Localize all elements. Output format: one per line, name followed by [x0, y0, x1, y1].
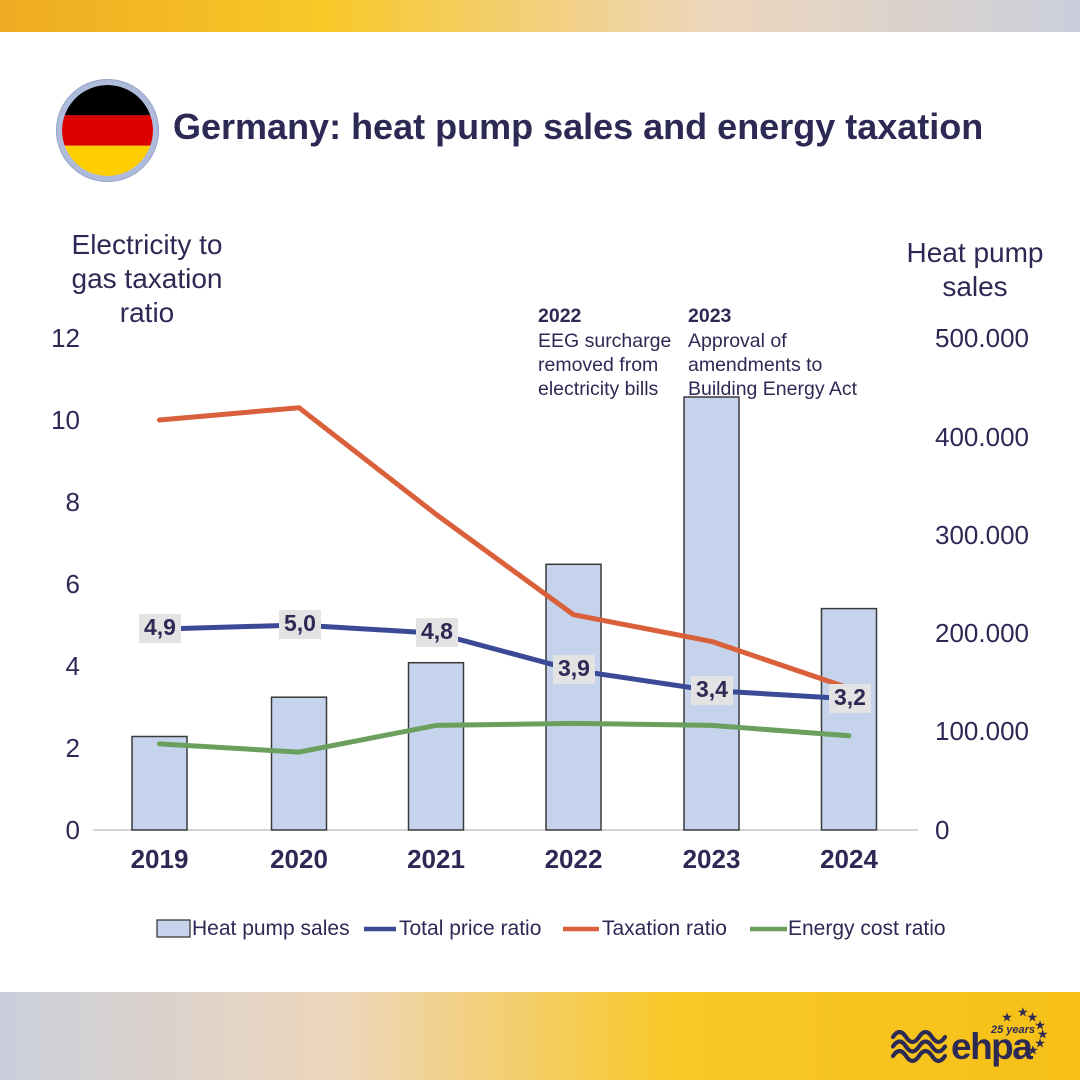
- svg-text:2019: 2019: [131, 844, 189, 874]
- svg-text:2024: 2024: [820, 844, 878, 874]
- svg-text:2: 2: [66, 733, 80, 763]
- svg-text:2022: 2022: [545, 844, 603, 874]
- svg-text:Building Energy Act: Building Energy Act: [688, 378, 858, 400]
- svg-text:8: 8: [66, 487, 80, 517]
- svg-text:4,9: 4,9: [144, 614, 176, 640]
- svg-text:★: ★: [1001, 1010, 1013, 1025]
- svg-text:Heat pump: Heat pump: [907, 237, 1044, 268]
- svg-text:100.000: 100.000: [935, 716, 1029, 746]
- svg-text:2021: 2021: [407, 844, 465, 874]
- svg-text:0: 0: [66, 815, 80, 845]
- svg-text:removed from: removed from: [538, 354, 658, 376]
- svg-text:5,0: 5,0: [284, 610, 316, 636]
- svg-text:ratio: ratio: [120, 297, 174, 328]
- svg-text:2020: 2020: [270, 844, 328, 874]
- svg-text:25 years: 25 years: [990, 1024, 1035, 1036]
- svg-text:EEG surcharge: EEG surcharge: [538, 330, 671, 352]
- svg-text:3,4: 3,4: [696, 676, 728, 702]
- svg-text:Total price ratio: Total price ratio: [399, 917, 541, 940]
- svg-text:Electricity to: Electricity to: [72, 229, 223, 260]
- svg-text:3,2: 3,2: [834, 684, 866, 710]
- svg-text:12: 12: [51, 323, 80, 353]
- svg-text:6: 6: [66, 569, 80, 599]
- svg-text:0: 0: [935, 815, 949, 845]
- svg-text:amendments to: amendments to: [688, 354, 823, 376]
- svg-text:300.000: 300.000: [935, 520, 1029, 550]
- svg-text:500.000: 500.000: [935, 323, 1029, 353]
- svg-text:2022: 2022: [538, 305, 582, 327]
- svg-text:electricity bills: electricity bills: [538, 378, 659, 400]
- svg-text:★: ★: [1027, 1043, 1039, 1058]
- svg-text:Heat pump sales: Heat pump sales: [192, 917, 350, 940]
- svg-text:2023: 2023: [683, 844, 741, 874]
- svg-text:2023: 2023: [688, 305, 732, 327]
- svg-text:200.000: 200.000: [935, 618, 1029, 648]
- svg-text:4,8: 4,8: [421, 618, 453, 644]
- svg-text:Approval of: Approval of: [688, 330, 787, 352]
- svg-text:gas taxation: gas taxation: [72, 263, 223, 294]
- svg-text:Taxation ratio: Taxation ratio: [602, 917, 727, 940]
- svg-text:4: 4: [66, 651, 80, 681]
- svg-text:400.000: 400.000: [935, 422, 1029, 452]
- svg-text:3,9: 3,9: [558, 655, 590, 681]
- svg-text:sales: sales: [942, 271, 1007, 302]
- svg-text:10: 10: [51, 405, 80, 435]
- svg-text:Energy cost ratio: Energy cost ratio: [788, 917, 946, 940]
